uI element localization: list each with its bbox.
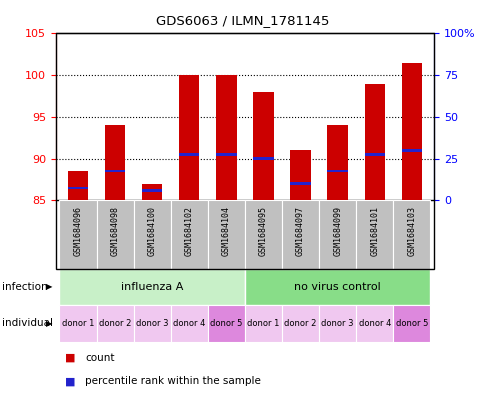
Bar [244,305,281,342]
Bar [96,305,134,342]
Text: GSM1684102: GSM1684102 [184,206,194,256]
Bar [170,305,208,342]
Text: donor 3: donor 3 [321,319,353,328]
Bar [355,305,393,342]
Bar [290,150,310,200]
Bar [393,305,429,342]
Bar [208,200,244,269]
Text: GSM1684096: GSM1684096 [74,206,82,256]
Bar [68,187,88,189]
Text: no virus control: no virus control [294,282,380,292]
Text: GSM1684097: GSM1684097 [295,206,304,256]
Text: GSM1684099: GSM1684099 [333,206,341,256]
Text: ▶: ▶ [46,283,52,291]
Text: influenza A: influenza A [121,282,183,292]
Text: ■: ■ [65,353,79,363]
Text: GSM1684101: GSM1684101 [369,206,378,256]
Text: donor 3: donor 3 [136,319,168,328]
Bar [134,200,170,269]
Bar [327,125,347,200]
Bar [355,200,393,269]
Bar [105,125,125,200]
Text: ■: ■ [65,376,79,386]
Text: donor 1: donor 1 [247,319,279,328]
Text: percentile rank within the sample: percentile rank within the sample [85,376,260,386]
Bar [253,92,273,200]
Bar [281,200,318,269]
Bar [179,153,199,156]
Bar [208,305,244,342]
Text: donor 4: donor 4 [173,319,205,328]
Bar [327,170,347,173]
Bar [68,171,88,200]
Bar [364,83,384,200]
Bar [60,269,244,305]
Text: infection: infection [2,282,48,292]
Text: count: count [85,353,114,363]
Bar [134,305,170,342]
Text: GSM1684098: GSM1684098 [110,206,120,256]
Text: ▶: ▶ [46,319,52,328]
Bar [290,182,310,185]
Text: GDS6063 / ILMN_1781145: GDS6063 / ILMN_1781145 [155,14,329,27]
Bar [179,75,199,200]
Bar [142,189,162,192]
Text: donor 2: donor 2 [284,319,316,328]
Text: individual: individual [2,318,53,328]
Bar [216,153,236,156]
Bar [170,200,208,269]
Text: donor 4: donor 4 [358,319,390,328]
Bar [244,269,429,305]
Text: GSM1684100: GSM1684100 [148,206,156,256]
Bar [105,170,125,173]
Bar [142,184,162,200]
Bar [393,200,429,269]
Text: donor 5: donor 5 [210,319,242,328]
Bar [244,200,281,269]
Text: GSM1684103: GSM1684103 [407,206,415,256]
Bar [281,305,318,342]
Text: GSM1684104: GSM1684104 [221,206,230,256]
Bar [318,305,355,342]
Bar [364,153,384,156]
Text: donor 5: donor 5 [395,319,427,328]
Bar [216,75,236,200]
Text: donor 1: donor 1 [62,319,94,328]
Bar [253,158,273,160]
Bar [60,200,96,269]
Text: GSM1684095: GSM1684095 [258,206,268,256]
Bar [60,305,96,342]
Text: donor 2: donor 2 [99,319,131,328]
Bar [96,200,134,269]
Bar [401,62,421,200]
Bar [318,200,355,269]
Bar [401,149,421,152]
